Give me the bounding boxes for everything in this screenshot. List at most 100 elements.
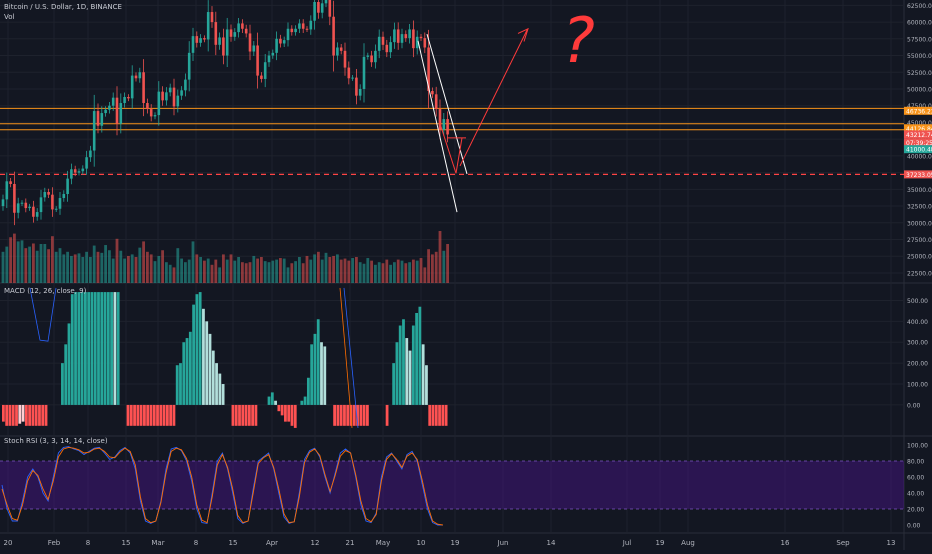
- candle[interactable]: [77, 168, 81, 176]
- candle[interactable]: [298, 19, 301, 33]
- candle[interactable]: [47, 188, 50, 198]
- candle[interactable]: [347, 61, 351, 85]
- candle[interactable]: [358, 84, 362, 101]
- time-axis[interactable]: 20 Feb 8 15 Mar 8 15 Apr 12 21 May 10 19 Jun 14 Jul 19 Au…: [4, 539, 896, 547]
- candle[interactable]: [24, 198, 28, 213]
- candle[interactable]: [320, 0, 324, 19]
- candle[interactable]: [351, 75, 354, 81]
- candle[interactable]: [381, 31, 385, 50]
- channel-line-upper[interactable]: [417, 40, 458, 213]
- stoch-rsi-pane[interactable]: [0, 446, 904, 526]
- candle[interactable]: [43, 187, 47, 202]
- candle[interactable]: [222, 28, 225, 65]
- candle[interactable]: [51, 187, 54, 217]
- candle[interactable]: [149, 104, 153, 122]
- candle[interactable]: [172, 78, 176, 116]
- candle[interactable]: [20, 200, 24, 206]
- candle[interactable]: [123, 92, 126, 108]
- candle[interactable]: [225, 17, 229, 67]
- price-axis[interactable]: 62500.00 60000.00 57500.00 55000.00 52500.00…: [904, 3, 932, 530]
- candle[interactable]: [400, 28, 404, 49]
- candle[interactable]: [199, 34, 202, 47]
- candle[interactable]: [438, 99, 442, 140]
- candle[interactable]: [385, 39, 389, 58]
- candle[interactable]: [54, 206, 58, 212]
- candle[interactable]: [294, 25, 297, 36]
- candle[interactable]: [210, 6, 214, 28]
- candle[interactable]: [275, 31, 278, 61]
- price-tag[interactable]: 41000.48: [904, 145, 932, 154]
- candle[interactable]: [343, 42, 347, 76]
- candle[interactable]: [130, 65, 134, 109]
- candle[interactable]: [218, 32, 221, 50]
- price-pane[interactable]: [0, 0, 904, 226]
- drawings[interactable]: ?: [417, 4, 595, 213]
- candle[interactable]: [92, 94, 96, 167]
- candle[interactable]: [362, 43, 366, 103]
- candle[interactable]: [237, 18, 240, 38]
- target-arrow[interactable]: [459, 29, 528, 167]
- candle[interactable]: [161, 86, 164, 106]
- candle[interactable]: [206, 0, 210, 52]
- candle[interactable]: [184, 73, 187, 97]
- candle[interactable]: [263, 54, 267, 88]
- candle[interactable]: [127, 94, 130, 102]
- price-tag[interactable]: 44126.84: [904, 124, 932, 133]
- candle[interactable]: [96, 103, 100, 134]
- candle[interactable]: [28, 203, 31, 211]
- candle[interactable]: [153, 112, 157, 120]
- candle[interactable]: [180, 86, 183, 100]
- candle[interactable]: [260, 72, 263, 83]
- candle[interactable]: [393, 22, 396, 49]
- candle[interactable]: [244, 24, 248, 38]
- candle[interactable]: [104, 106, 107, 117]
- candle[interactable]: [366, 52, 370, 60]
- price-tag[interactable]: 43212.74: [904, 130, 932, 139]
- candle[interactable]: [256, 32, 259, 89]
- candle[interactable]: [100, 106, 104, 133]
- candle[interactable]: [119, 93, 123, 134]
- candle[interactable]: [5, 172, 9, 209]
- candle[interactable]: [187, 41, 191, 92]
- candle[interactable]: [412, 20, 415, 58]
- target-arrow-head[interactable]: [517, 27, 529, 42]
- candle[interactable]: [282, 36, 286, 47]
- candle[interactable]: [423, 32, 427, 54]
- question-mark-annotation[interactable]: ?: [562, 4, 595, 77]
- candle[interactable]: [279, 34, 282, 48]
- candle[interactable]: [58, 191, 62, 215]
- candle[interactable]: [66, 170, 69, 202]
- candle[interactable]: [248, 24, 252, 61]
- candle[interactable]: [305, 26, 309, 33]
- projection-line[interactable]: [455, 137, 463, 174]
- candle[interactable]: [267, 50, 271, 67]
- candle[interactable]: [229, 24, 233, 42]
- candle[interactable]: [252, 41, 256, 56]
- candle[interactable]: [370, 50, 373, 67]
- candle[interactable]: [446, 111, 449, 143]
- candle[interactable]: [176, 89, 180, 113]
- candle[interactable]: [301, 19, 305, 33]
- candle[interactable]: [108, 101, 111, 114]
- candle[interactable]: [271, 49, 275, 59]
- candle[interactable]: [317, 0, 320, 19]
- candle[interactable]: [396, 22, 400, 50]
- candle[interactable]: [85, 150, 88, 175]
- candle[interactable]: [328, 0, 332, 26]
- candle[interactable]: [241, 19, 244, 33]
- candle[interactable]: [408, 24, 411, 44]
- candle[interactable]: [336, 42, 339, 61]
- candle[interactable]: [73, 165, 77, 177]
- candle[interactable]: [142, 59, 145, 117]
- candle[interactable]: [290, 25, 294, 36]
- candle[interactable]: [214, 11, 218, 56]
- projection-line[interactable]: [438, 120, 457, 174]
- candle[interactable]: [313, 0, 316, 30]
- candle[interactable]: [138, 67, 142, 83]
- macd-pane[interactable]: [2, 287, 448, 428]
- candle[interactable]: [389, 36, 392, 59]
- candle[interactable]: [191, 27, 195, 62]
- price-tag[interactable]: 07:39:25: [904, 138, 932, 147]
- candle[interactable]: [442, 112, 446, 136]
